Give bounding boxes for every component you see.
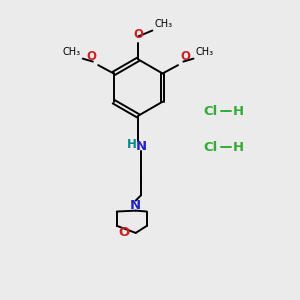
Text: N: N: [136, 140, 147, 153]
Text: H: H: [233, 105, 244, 118]
Text: Cl: Cl: [204, 105, 218, 118]
Text: CH₃: CH₃: [62, 47, 80, 57]
Text: Cl: Cl: [204, 140, 218, 154]
Text: N: N: [130, 199, 141, 212]
Text: O: O: [119, 226, 130, 239]
Text: CH₃: CH₃: [196, 47, 214, 57]
Text: O: O: [86, 50, 96, 63]
Text: O: O: [180, 50, 190, 63]
Text: CH₃: CH₃: [155, 19, 173, 29]
Text: O: O: [133, 28, 143, 41]
Text: H: H: [127, 138, 136, 152]
Text: H: H: [233, 140, 244, 154]
